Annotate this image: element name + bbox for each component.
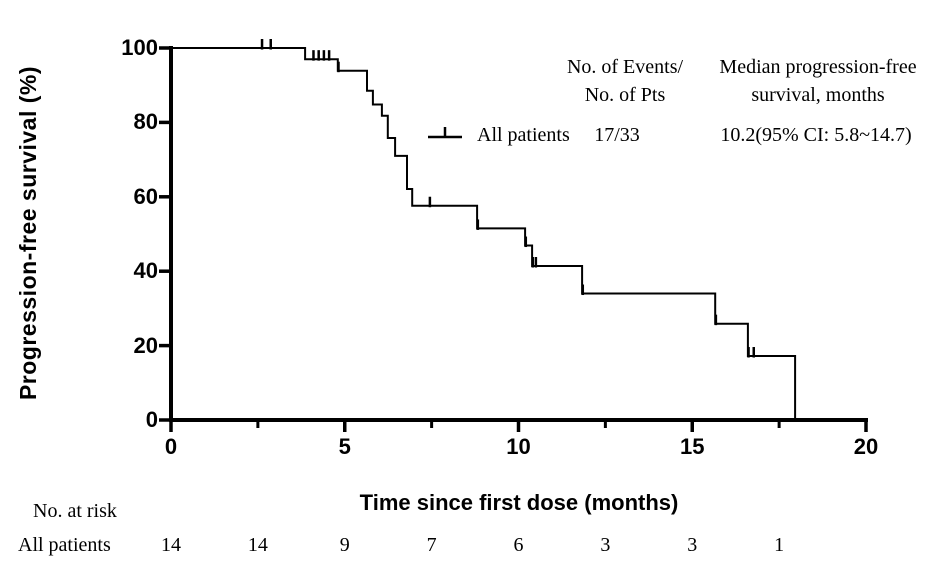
- legend-header-median-line2: survival, months: [751, 84, 885, 106]
- risk-count: 9: [339, 534, 350, 556]
- y-tick-label: 40: [133, 258, 158, 284]
- risk-table-title: No. at risk: [33, 500, 117, 522]
- y-axis-title: Progression-free survival (%): [15, 65, 41, 401]
- y-tick-label: 60: [133, 183, 158, 209]
- legend-series-label: All patients: [477, 124, 570, 146]
- risk-count: 3: [600, 534, 611, 556]
- y-tick-label: 80: [133, 109, 158, 135]
- risk-count: 7: [426, 534, 437, 556]
- legend-header-events-line2: No. of Pts: [584, 84, 666, 106]
- risk-count: 1: [774, 534, 785, 556]
- y-tick-label: 20: [133, 332, 158, 358]
- y-tick-label: 0: [145, 407, 158, 432]
- legend-median-value: 10.2(95% CI: 5.8~14.7): [720, 124, 912, 146]
- risk-count: 6: [513, 534, 524, 556]
- x-tick-label: 5: [338, 434, 351, 459]
- x-tick-label: 20: [853, 434, 879, 459]
- risk-count: 14: [247, 534, 268, 556]
- legend-header-median-line1: Median progression-free: [719, 56, 917, 78]
- y-tick-label: 100: [121, 35, 158, 60]
- legend-events-value: 17/33: [594, 124, 640, 146]
- legend-header-events-line1: No. of Events/: [566, 56, 684, 78]
- x-tick-label: 15: [680, 434, 705, 459]
- x-tick-label: 0: [164, 434, 178, 459]
- risk-count: 14: [161, 534, 181, 556]
- x-axis-title: Time since first dose (months): [359, 490, 679, 515]
- risk-count: 3: [687, 534, 698, 556]
- km-curve-all-patients: [171, 47, 797, 420]
- x-tick-label: 10: [506, 434, 531, 459]
- risk-table-row-label: All patients: [18, 534, 111, 556]
